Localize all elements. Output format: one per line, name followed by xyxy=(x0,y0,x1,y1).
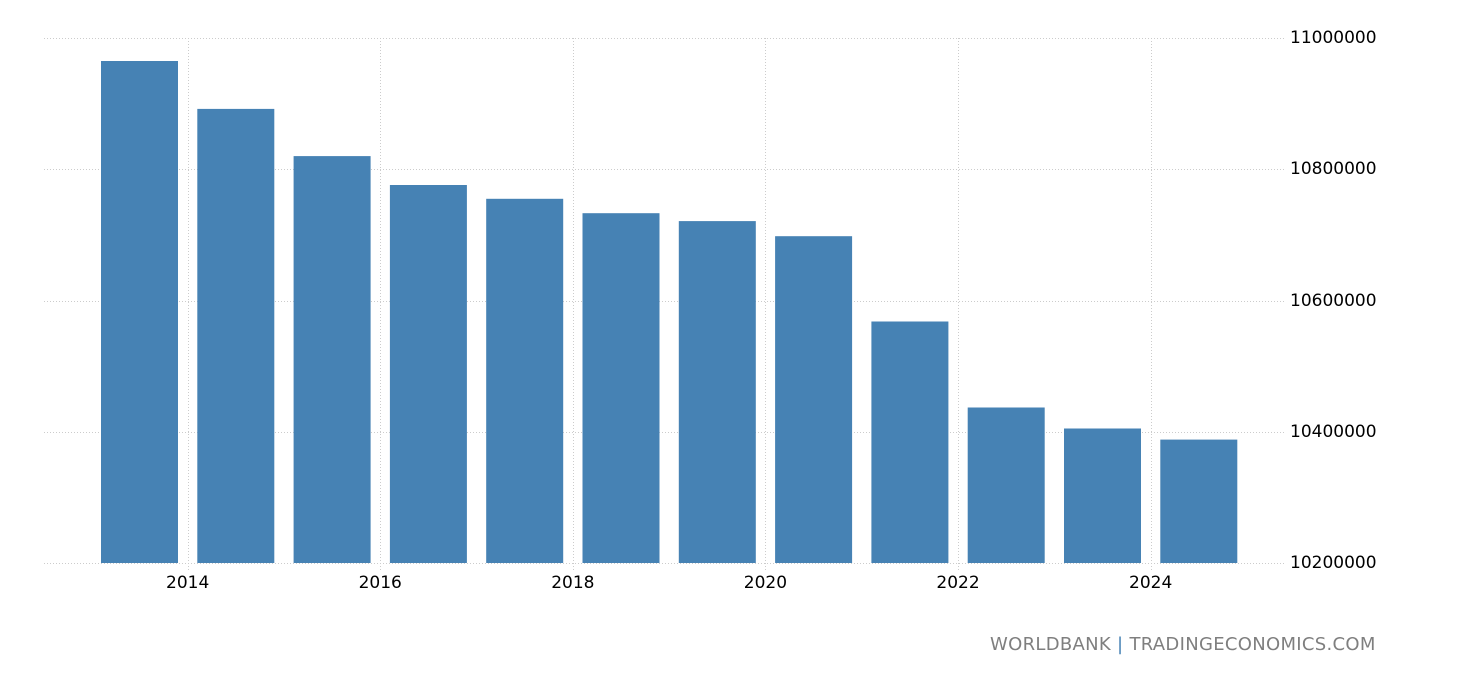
credit-separator: | xyxy=(1117,634,1124,655)
bar-2017[interactable] xyxy=(486,198,564,564)
bar-2019[interactable] xyxy=(678,221,756,563)
bar-2021[interactable] xyxy=(871,321,949,564)
y-tick-label: 10600000 xyxy=(1290,290,1377,311)
bar-2020[interactable] xyxy=(775,236,853,563)
bar-2015[interactable] xyxy=(293,156,371,563)
y-tick-label: 10800000 xyxy=(1290,159,1377,180)
bar-2022[interactable] xyxy=(967,407,1045,564)
source-credit: WORLDBANK | TRADINGECONOMICS.COM xyxy=(990,634,1376,655)
x-tick-label: 2014 xyxy=(166,573,210,593)
bar-2023[interactable] xyxy=(1064,428,1141,564)
x-tick-label: 2022 xyxy=(936,573,980,593)
credit-worldbank: WORLDBANK xyxy=(990,634,1111,655)
x-tick-label: 2018 xyxy=(551,573,595,593)
x-tick-label: 2016 xyxy=(358,573,402,593)
y-tick-label: 11000000 xyxy=(1290,28,1377,48)
x-tick-label: 2024 xyxy=(1129,573,1173,593)
credit-tradingeconomics: TRADINGECONOMICS.COM xyxy=(1129,634,1376,655)
y-tick-label: 10400000 xyxy=(1290,421,1377,442)
bar-2013[interactable] xyxy=(101,61,178,563)
bar-2014[interactable] xyxy=(197,108,275,564)
bar-2018[interactable] xyxy=(582,213,660,563)
y-tick-label: 10200000 xyxy=(1290,553,1377,573)
bar-2016[interactable] xyxy=(389,185,467,563)
x-tick-label: 2020 xyxy=(743,573,788,593)
bar-2024[interactable] xyxy=(1160,439,1238,563)
